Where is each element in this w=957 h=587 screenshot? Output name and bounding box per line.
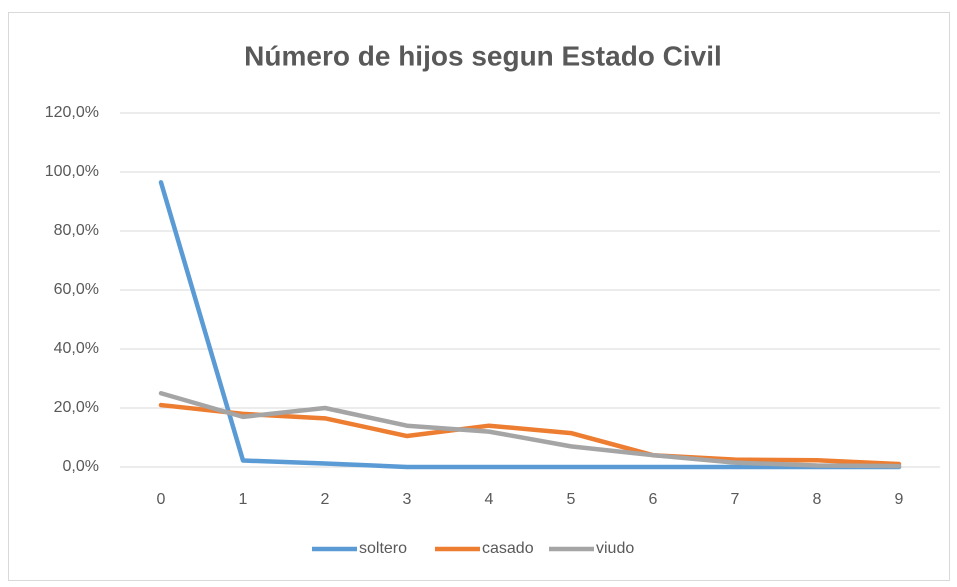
legend-label: casado (482, 540, 534, 557)
y-tick-label: 120,0% (45, 104, 99, 121)
y-tick-label: 80,0% (54, 222, 99, 239)
x-tick-label: 3 (403, 491, 412, 508)
x-tick-label: 7 (731, 491, 740, 508)
x-tick-label: 8 (813, 491, 822, 508)
x-tick-label: 2 (321, 491, 330, 508)
series-line (158, 402, 902, 467)
y-tick-label: 40,0% (54, 340, 99, 357)
x-tick-label: 0 (157, 491, 166, 508)
x-tick-label: 5 (567, 491, 576, 508)
chart-frame (8, 12, 950, 581)
y-tick-label: 0,0% (63, 458, 99, 475)
x-tick-label: 6 (649, 491, 658, 508)
legend-label: viudo (596, 540, 634, 557)
series-line (158, 391, 902, 469)
legend-label: soltero (359, 540, 407, 557)
y-tick-label: 60,0% (54, 281, 99, 298)
series-line (158, 180, 902, 470)
x-tick-label: 9 (895, 491, 904, 508)
x-tick-label: 4 (485, 491, 494, 508)
y-tick-label: 100,0% (45, 163, 99, 180)
y-tick-label: 20,0% (54, 399, 99, 416)
x-tick-label: 1 (239, 491, 248, 508)
chart-title: Número de hijos segun Estado Civil (244, 40, 722, 71)
